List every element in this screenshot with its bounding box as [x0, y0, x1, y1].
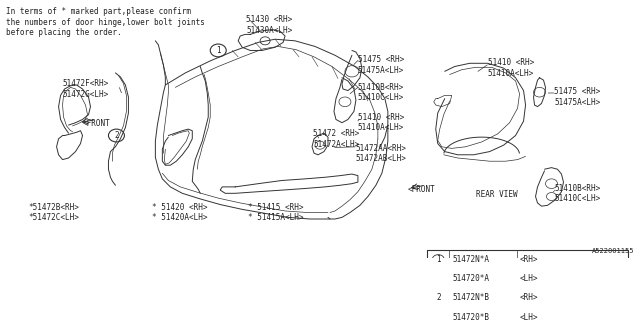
Text: 51472 <RH>
51472A<LH>: 51472 <RH> 51472A<LH>: [313, 129, 359, 148]
Text: 51472F<RH>
51472G<LH>: 51472F<RH> 51472G<LH>: [63, 79, 109, 99]
Text: 2: 2: [114, 131, 119, 140]
Text: 51410 <RH>
51410A<LH>: 51410 <RH> 51410A<LH>: [488, 59, 534, 78]
Text: *51472B<RH>
*51472C<LH>: *51472B<RH> *51472C<LH>: [29, 203, 79, 222]
Text: 51472N*B: 51472N*B: [452, 293, 489, 302]
Text: 51475 <RH>
51475A<LH>: 51475 <RH> 51475A<LH>: [554, 87, 601, 107]
Text: 51472AA<RH>
51472AB<LH>: 51472AA<RH> 51472AB<LH>: [356, 144, 407, 163]
Text: <FRONT: <FRONT: [83, 119, 110, 128]
Text: 51410 <RH>
51410A<LH>: 51410 <RH> 51410A<LH>: [358, 113, 404, 132]
Text: 51472N*A: 51472N*A: [452, 255, 489, 264]
Text: * 51415 <RH>
* 51415A<LH>: * 51415 <RH> * 51415A<LH>: [248, 203, 303, 222]
Text: 2: 2: [436, 293, 440, 302]
Text: <RH>: <RH>: [520, 255, 539, 264]
Text: 51410B<RH>
51410C<LH>: 51410B<RH> 51410C<LH>: [554, 184, 601, 203]
Text: 514720*B: 514720*B: [452, 313, 489, 320]
Text: <RH>: <RH>: [520, 293, 539, 302]
Text: A522001155: A522001155: [592, 247, 634, 253]
Text: REAR VIEW: REAR VIEW: [476, 190, 517, 199]
Text: 1: 1: [436, 255, 440, 264]
Text: 51410B<RH>
51410C<LH>: 51410B<RH> 51410C<LH>: [358, 83, 404, 102]
Text: * 51420 <RH>
* 51420A<LH>: * 51420 <RH> * 51420A<LH>: [152, 203, 208, 222]
Text: <LH>: <LH>: [520, 274, 539, 283]
Text: <FRONT: <FRONT: [408, 185, 436, 194]
Text: 514720*A: 514720*A: [452, 274, 489, 283]
Text: 1: 1: [216, 46, 221, 55]
Text: In terms of * marked part,please confirm
the numbers of door hinge,lower bolt jo: In terms of * marked part,please confirm…: [6, 7, 205, 37]
Text: <LH>: <LH>: [520, 313, 539, 320]
Text: 51475 <RH>
51475A<LH>: 51475 <RH> 51475A<LH>: [358, 55, 404, 75]
Text: 51430 <RH>
51430A<LH>: 51430 <RH> 51430A<LH>: [246, 15, 292, 35]
